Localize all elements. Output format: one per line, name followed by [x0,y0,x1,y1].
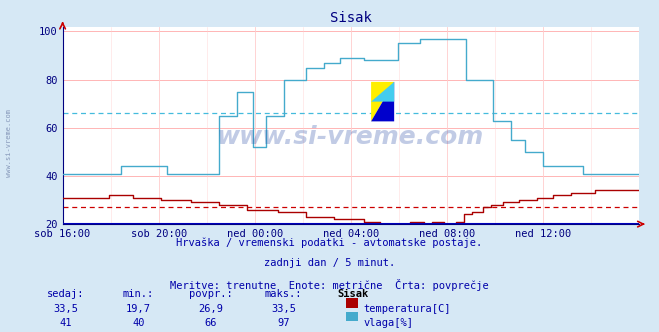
Text: 19,7: 19,7 [126,304,151,314]
Text: 26,9: 26,9 [198,304,223,314]
Text: zadnji dan / 5 minut.: zadnji dan / 5 minut. [264,258,395,268]
Text: temperatura[C]: temperatura[C] [363,304,451,314]
Text: Hrvaška / vremenski podatki - avtomatske postaje.: Hrvaška / vremenski podatki - avtomatske… [177,237,482,248]
Text: Meritve: trenutne  Enote: metrične  Črta: povprečje: Meritve: trenutne Enote: metrične Črta: … [170,279,489,290]
Text: www.si-vreme.com: www.si-vreme.com [217,125,484,149]
Text: 97: 97 [277,318,289,328]
Title: Sisak: Sisak [330,11,372,25]
Text: 33,5: 33,5 [53,304,78,314]
Text: Sisak: Sisak [337,289,368,299]
Text: min.:: min.: [123,289,154,299]
Text: povpr.:: povpr.: [189,289,233,299]
Text: 66: 66 [205,318,217,328]
Text: 33,5: 33,5 [271,304,296,314]
Text: 40: 40 [132,318,144,328]
Text: sedaj:: sedaj: [47,289,84,299]
Text: www.si-vreme.com: www.si-vreme.com [5,109,12,177]
Text: maks.:: maks.: [265,289,302,299]
Polygon shape [371,82,394,102]
Text: 41: 41 [60,318,72,328]
Text: vlaga[%]: vlaga[%] [363,318,413,328]
Polygon shape [371,82,394,122]
Polygon shape [371,82,394,122]
